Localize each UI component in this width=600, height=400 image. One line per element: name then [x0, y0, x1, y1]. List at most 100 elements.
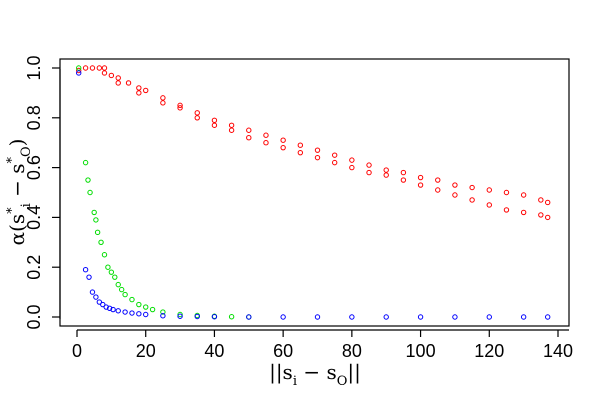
- data-point: [228, 122, 235, 128]
- data-point: [76, 65, 82, 71]
- data-point: [82, 65, 89, 71]
- data-point: [160, 100, 166, 106]
- data-point: [105, 264, 111, 270]
- data-point: [211, 314, 218, 320]
- data-point: [136, 85, 142, 91]
- x-tick-label: 20: [136, 341, 156, 361]
- data-point: [194, 313, 200, 320]
- data-point: [246, 135, 252, 141]
- data-point: [143, 304, 149, 310]
- y-ticks: 0.0 0.2 0.4 0.6 0.8 1.0: [24, 55, 60, 330]
- data-point: [82, 266, 89, 273]
- data-point: [115, 308, 121, 314]
- y-tick-label: 0.8: [24, 105, 44, 130]
- data-point: [108, 269, 115, 275]
- x-tick-label: 120: [474, 341, 504, 361]
- data-point: [280, 137, 286, 143]
- data-point: [246, 314, 252, 320]
- data-point: [89, 289, 96, 295]
- data-point: [149, 306, 156, 313]
- data-point: [96, 299, 103, 305]
- data-point: [452, 192, 458, 198]
- data-point: [129, 296, 135, 303]
- x-tick-label: 60: [273, 341, 293, 361]
- data-point: [314, 147, 321, 153]
- data-point: [160, 309, 166, 315]
- data-point: [538, 212, 544, 218]
- data-point: [177, 102, 183, 109]
- data-point: [194, 110, 200, 116]
- data-point: [331, 159, 338, 166]
- data-point: [82, 159, 89, 166]
- data-point: [101, 252, 108, 258]
- data-point: [520, 192, 527, 198]
- data-point: [469, 197, 475, 203]
- data-point: [417, 314, 424, 320]
- x-axis-label: ||si − sO||: [269, 360, 361, 389]
- data-point: [177, 105, 183, 111]
- data-point: [110, 306, 116, 313]
- data-point: [228, 127, 235, 133]
- data-point: [349, 157, 355, 163]
- data-point: [280, 314, 286, 320]
- data-point: [417, 182, 424, 188]
- x-tick-label: 140: [543, 341, 573, 361]
- data-point: [383, 167, 389, 173]
- data-point: [538, 197, 544, 203]
- data-point: [194, 115, 200, 121]
- data-point: [246, 127, 252, 133]
- data-point: [101, 70, 108, 76]
- data-point: [452, 182, 458, 188]
- data-point: [160, 95, 166, 101]
- data-point: [486, 187, 492, 193]
- data-point: [87, 189, 93, 196]
- data-point: [400, 169, 407, 176]
- x-tick-label: 100: [406, 341, 436, 361]
- data-point: [366, 169, 372, 176]
- y-tick-label: 0.2: [24, 255, 44, 280]
- y-tick-label: 0.4: [24, 205, 44, 230]
- data-point: [89, 65, 96, 71]
- y-tick-label: 0.0: [24, 304, 44, 329]
- data-point: [417, 174, 424, 181]
- data-point: [177, 313, 183, 319]
- data-point: [177, 311, 183, 318]
- data-point: [314, 314, 321, 320]
- plot-frame: [59, 58, 570, 327]
- data-point: [544, 214, 551, 221]
- x-tick-label: 40: [204, 341, 224, 361]
- data-point: [383, 314, 389, 320]
- data-point: [86, 274, 92, 280]
- x-tick-label: 80: [342, 341, 362, 361]
- data-point: [85, 177, 91, 183]
- data-point: [94, 229, 101, 236]
- data-point: [98, 239, 104, 246]
- data-point: [106, 305, 113, 311]
- data-point: [400, 177, 407, 183]
- data-point: [469, 184, 475, 191]
- data-point: [136, 311, 142, 317]
- data-point: [160, 313, 166, 319]
- y-axis-label: α(s*i − s*O): [5, 139, 34, 246]
- data-point: [143, 311, 149, 318]
- data-point: [136, 301, 142, 308]
- data-point: [96, 65, 103, 71]
- data-point: [76, 67, 82, 74]
- data-point: [503, 189, 510, 196]
- data-point: [297, 149, 304, 156]
- data-point: [211, 122, 218, 128]
- data-point: [435, 177, 441, 183]
- data-point: [115, 281, 121, 288]
- data-point: [122, 309, 128, 315]
- data-point: [228, 314, 235, 320]
- data-point: [314, 154, 321, 161]
- data-point: [331, 152, 338, 158]
- data-point: [297, 142, 304, 148]
- data-point: [103, 304, 109, 310]
- data-point: [263, 140, 269, 146]
- data-point: [93, 294, 99, 300]
- data-point: [129, 310, 135, 316]
- data-point: [115, 80, 121, 86]
